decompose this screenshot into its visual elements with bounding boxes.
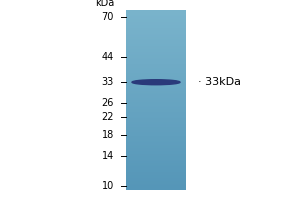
Text: kDa: kDa xyxy=(95,0,114,8)
Ellipse shape xyxy=(132,80,180,85)
Text: · 33kDa: · 33kDa xyxy=(198,77,241,87)
Text: 70: 70 xyxy=(102,12,114,22)
Text: 33: 33 xyxy=(102,77,114,87)
Text: 14: 14 xyxy=(102,151,114,161)
Text: 26: 26 xyxy=(102,98,114,108)
Text: 22: 22 xyxy=(101,112,114,122)
Text: Western Blot: Western Blot xyxy=(191,0,271,2)
Text: 10: 10 xyxy=(102,181,114,191)
Text: 18: 18 xyxy=(102,130,114,140)
Text: 44: 44 xyxy=(102,52,114,62)
